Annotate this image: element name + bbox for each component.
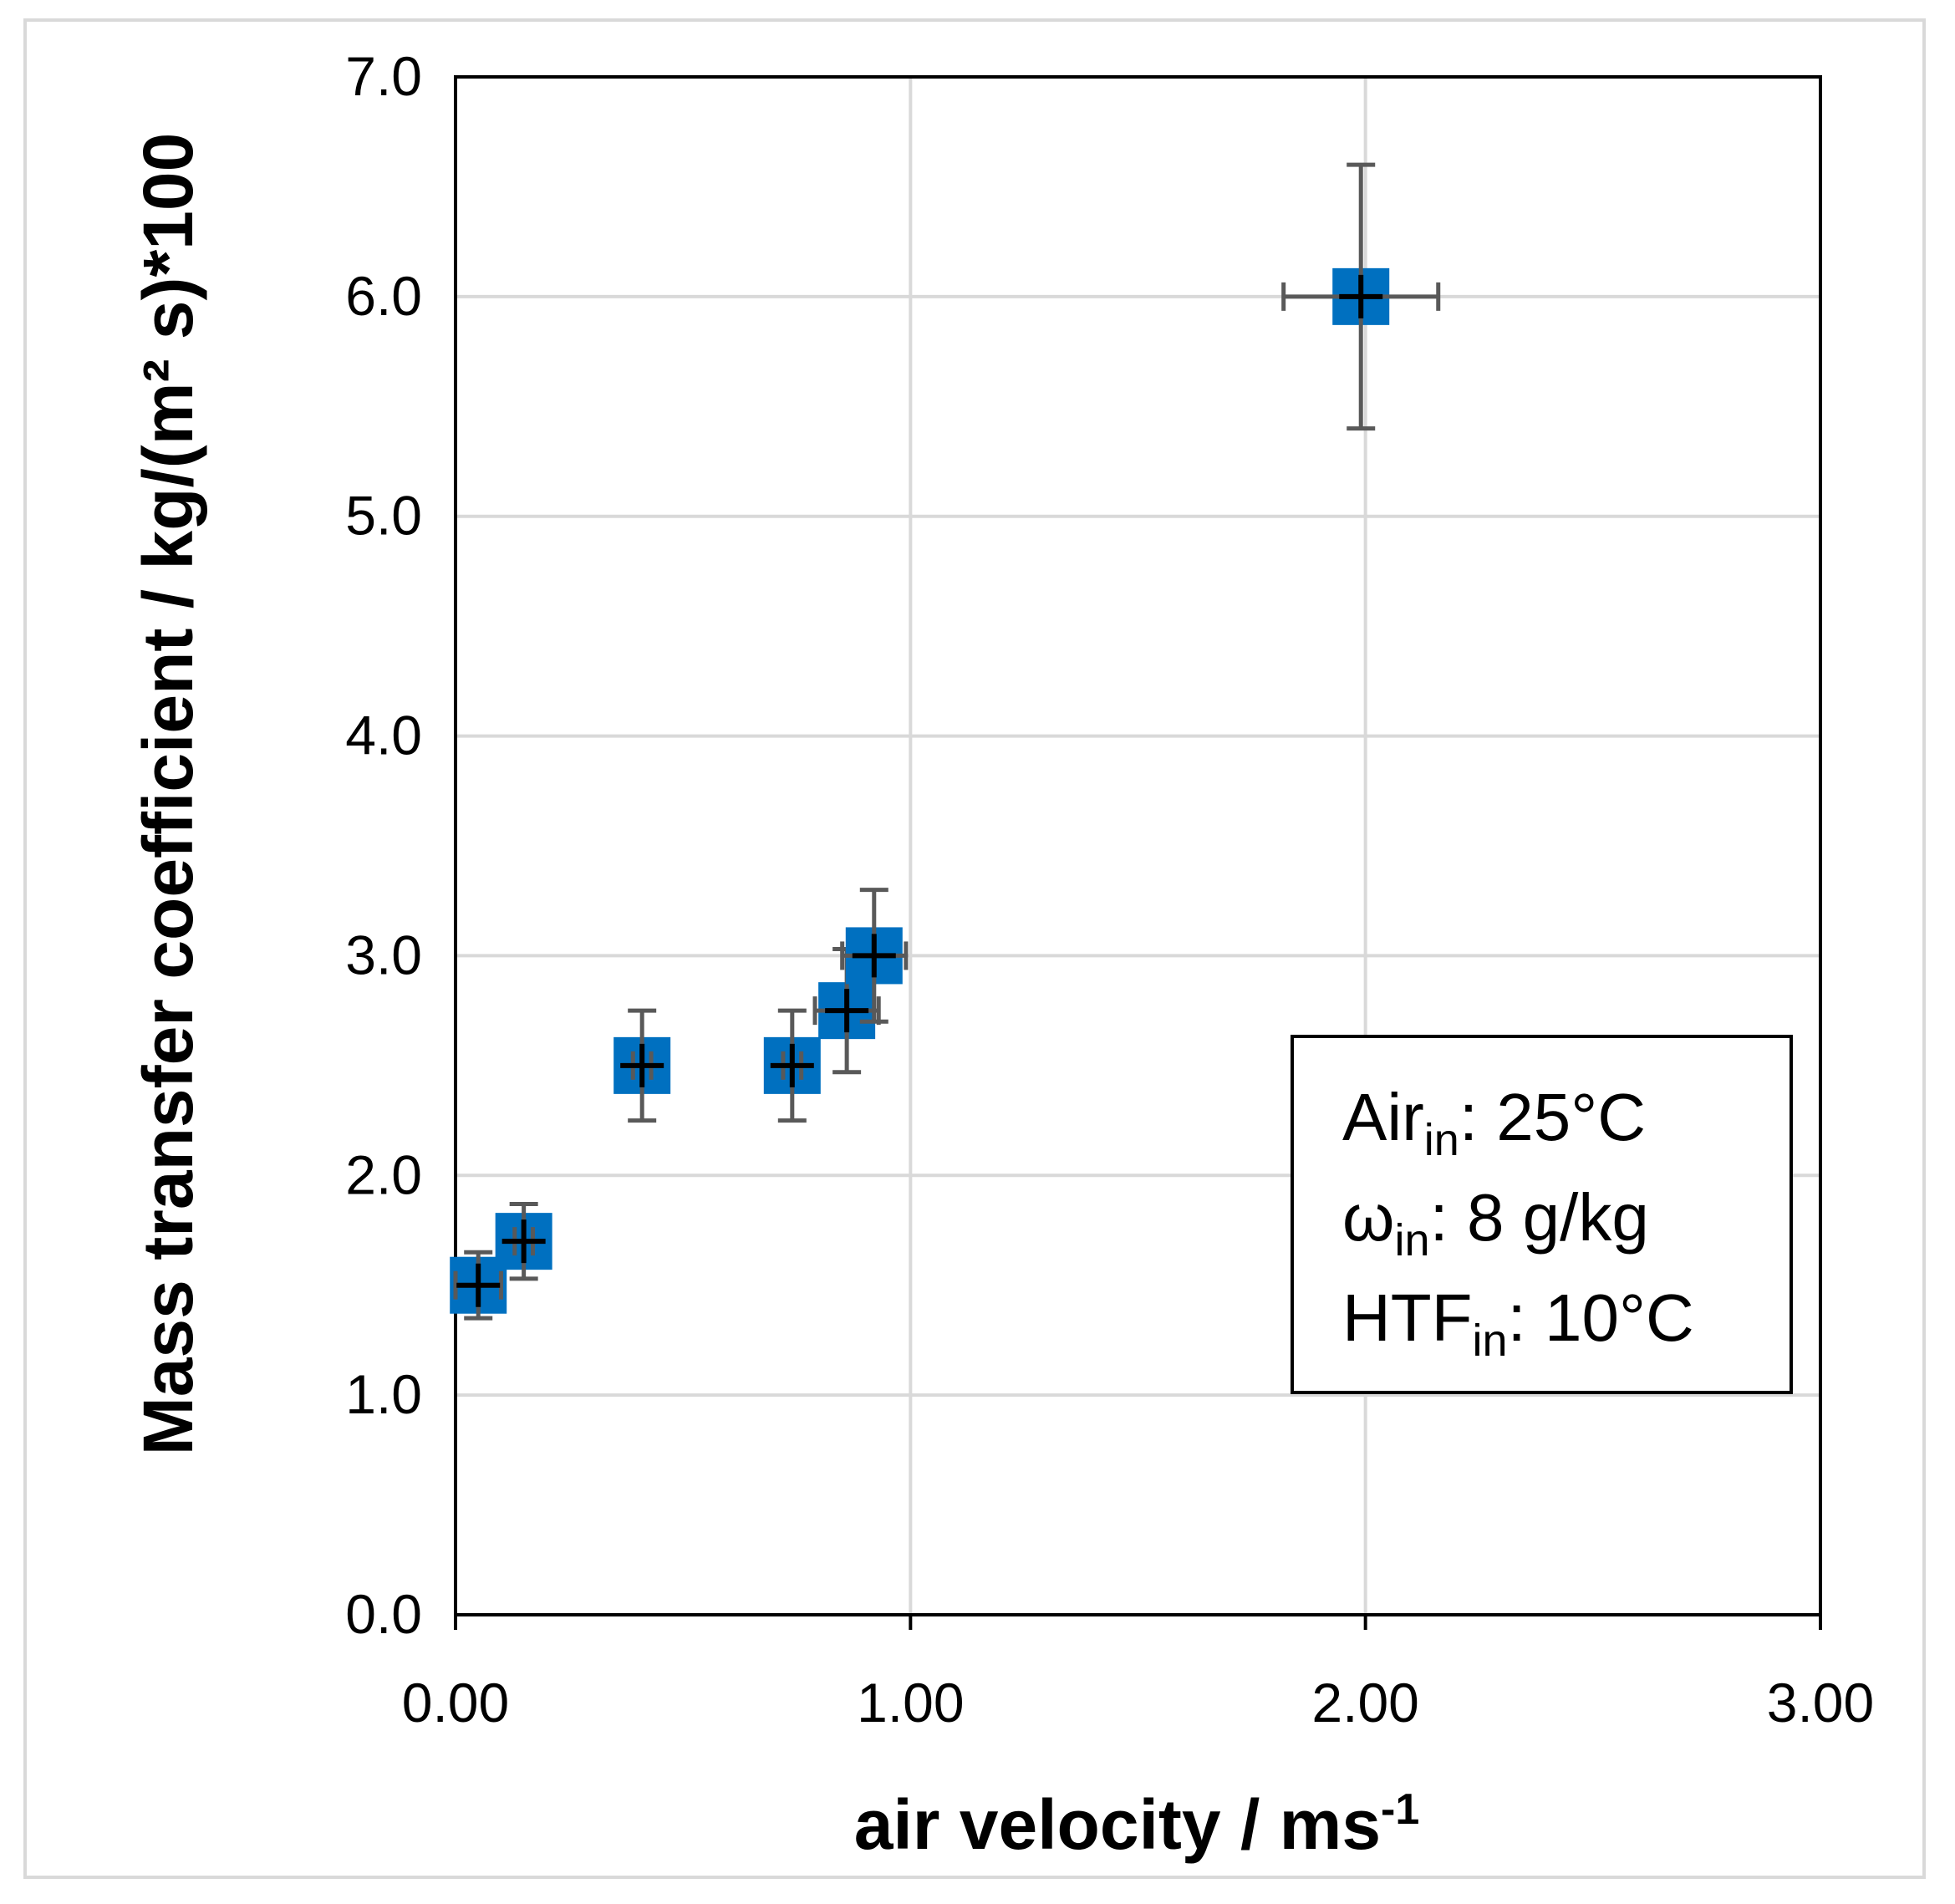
data-point xyxy=(613,1008,671,1123)
x-tick-label: 3.00 xyxy=(1767,1672,1874,1733)
y-tick-label: 4.0 xyxy=(345,705,422,766)
figure-frame xyxy=(23,18,1926,1879)
y-tick-label: 7.0 xyxy=(345,45,422,107)
y-tick-label: 6.0 xyxy=(345,265,422,327)
y-tick-label: 1.0 xyxy=(345,1363,422,1425)
data-point xyxy=(495,1201,552,1281)
x-axis-title-text: air velocity / ms xyxy=(854,1785,1381,1864)
data-point xyxy=(763,1008,821,1123)
conditions-box: Airin: 25°C ωin: 8 g/kg HTFin: 10°C xyxy=(1291,1035,1793,1394)
data-point xyxy=(1281,162,1441,431)
x-tick-label: 2.00 xyxy=(1311,1672,1418,1733)
x-axis-title: air velocity / ms-1 xyxy=(854,1785,1420,1864)
note-line-omega: ωin: 8 g/kg xyxy=(1342,1180,1649,1265)
data-point xyxy=(450,1250,507,1321)
x-axis-ticks: 0.00 1.00 2.00 3.00 xyxy=(402,1615,1874,1733)
y-tick-label: 5.0 xyxy=(345,485,422,547)
x-tick-label: 0.00 xyxy=(402,1672,509,1733)
x-axis-title-sup: -1 xyxy=(1381,1785,1419,1834)
y-axis-ticks: 0.0 1.0 2.0 3.0 4.0 5.0 6.0 7.0 xyxy=(345,45,422,1645)
plot-area xyxy=(454,75,1822,1616)
y-axis-title: Mass transfer coefficient / kg/(m² s)*10… xyxy=(129,133,207,1456)
conditions-box-border xyxy=(1291,1035,1793,1394)
note-line-air: Airin: 25°C xyxy=(1342,1080,1646,1165)
x-tick-label: 1.00 xyxy=(857,1672,964,1733)
y-tick-label: 2.0 xyxy=(345,1143,422,1205)
y-tick-label: 3.0 xyxy=(345,924,422,985)
y-tick-label: 0.0 xyxy=(345,1583,422,1645)
data-points xyxy=(450,162,1441,1321)
note-line-htf: HTFin: 10°C xyxy=(1342,1280,1694,1366)
data-point xyxy=(840,888,909,1024)
